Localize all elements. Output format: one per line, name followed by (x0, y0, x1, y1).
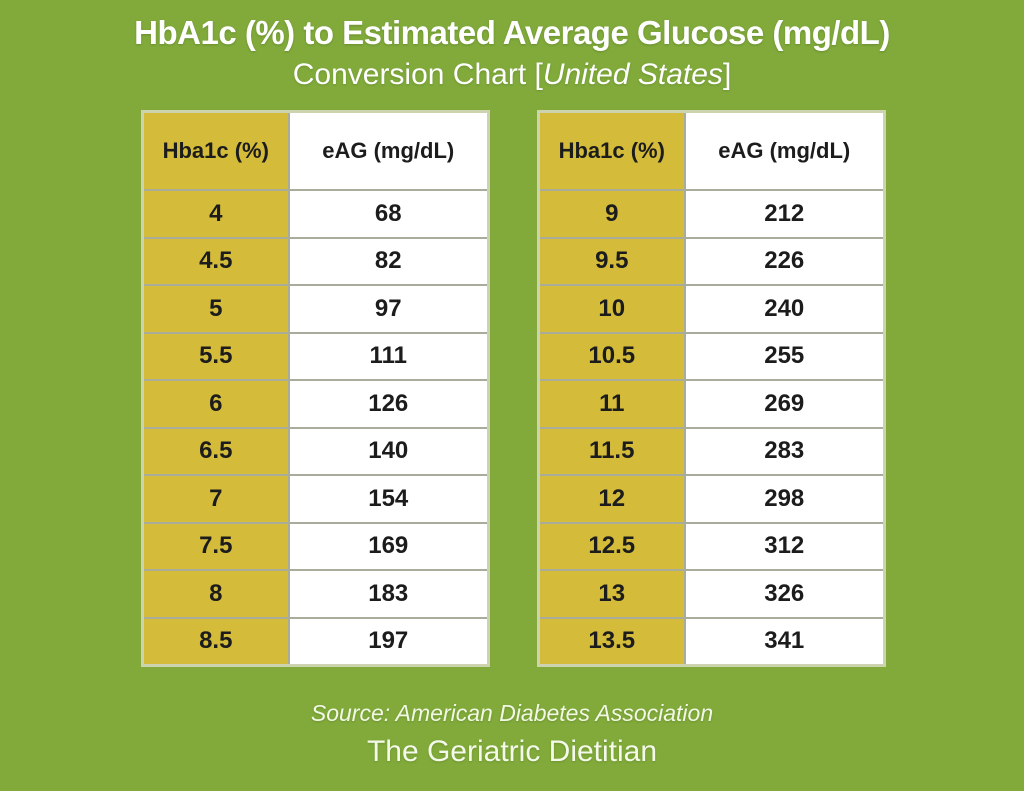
table-row: 5 97 (141, 284, 490, 334)
header-row: Hba1c (%) eAG (mg/dL) (537, 110, 886, 191)
hba1c-cell: 9 (537, 189, 686, 239)
eag-header: eAG (mg/dL) (287, 110, 490, 191)
eag-cell: 269 (683, 379, 886, 429)
hba1c-cell: 5 (141, 284, 290, 334)
hba1c-header: Hba1c (%) (537, 110, 686, 191)
eag-cell: 326 (683, 569, 886, 619)
eag-cell: 255 (683, 331, 886, 381)
hba1c-cell: 12 (537, 474, 686, 524)
hba1c-cell: 10 (537, 284, 686, 334)
hba1c-cell: 13 (537, 569, 686, 619)
eag-cell: 298 (683, 474, 886, 524)
table-row: 4 68 (141, 189, 490, 239)
page-subtitle: Conversion Chart [United States] (0, 58, 1024, 92)
hba1c-cell: 7 (141, 474, 290, 524)
eag-cell: 111 (287, 331, 490, 381)
table-row: 7 154 (141, 474, 490, 524)
eag-cell: 97 (287, 284, 490, 334)
table-row: 12 298 (537, 474, 886, 524)
hba1c-cell: 7.5 (141, 521, 290, 571)
eag-cell: 312 (683, 521, 886, 571)
table-row: 11.5 283 (537, 426, 886, 476)
table-row: 8.5 197 (141, 616, 490, 667)
eag-header: eAG (mg/dL) (683, 110, 886, 191)
eag-cell: 154 (287, 474, 490, 524)
table-row: 8 183 (141, 569, 490, 619)
eag-cell: 341 (683, 616, 886, 667)
hba1c-cell: 5.5 (141, 331, 290, 381)
eag-cell: 126 (287, 379, 490, 429)
conversion-table-left: Hba1c (%) eAG (mg/dL) 4 68 4.5 82 5 97 5.5 1… (141, 110, 490, 667)
eag-cell: 82 (287, 236, 490, 286)
eag-cell: 183 (287, 569, 490, 619)
table-row: 10.5 255 (537, 331, 886, 381)
header-row: Hba1c (%) eAG (mg/dL) (141, 110, 490, 191)
hba1c-cell: 11.5 (537, 426, 686, 476)
subtitle-country: United States (542, 58, 723, 91)
brand-name: The Geriatric Dietitian (366, 735, 658, 768)
eag-cell: 197 (287, 616, 490, 667)
eag-cell: 240 (683, 284, 886, 334)
table-row: 5.5 111 (141, 331, 490, 381)
hba1c-cell: 8 (141, 569, 290, 619)
hba1c-cell: 11 (537, 379, 686, 429)
table-row: 12.5 312 (537, 521, 886, 571)
table-row: 11 269 (537, 379, 886, 429)
hba1c-cell: 12.5 (537, 521, 686, 571)
page-title: HbA1c (%) to Estimated Average Glucose (… (134, 14, 890, 51)
eag-cell: 140 (287, 426, 490, 476)
hba1c-cell: 6.5 (141, 426, 290, 476)
hba1c-header: Hba1c (%) (141, 110, 290, 191)
hba1c-cell: 10.5 (537, 331, 686, 381)
table-row: 9.5 226 (537, 236, 886, 286)
hba1c-cell: 4 (141, 189, 290, 239)
table-row: 10 240 (537, 284, 886, 334)
table-row: 9 212 (537, 189, 886, 239)
source-note: Source: American Diabetes Association (310, 700, 714, 726)
table-row: 4.5 82 (141, 236, 490, 286)
eag-cell: 169 (287, 521, 490, 571)
hba1c-cell: 8.5 (141, 616, 290, 667)
eag-cell: 68 (287, 189, 490, 239)
table-row: 6.5 140 (141, 426, 490, 476)
conversion-table-right: Hba1c (%) eAG (mg/dL) 9 212 9.5 226 10 240 … (537, 110, 886, 667)
hba1c-cell: 6 (141, 379, 290, 429)
subtitle-prefix: Conversion Chart [ (292, 58, 543, 91)
hba1c-cell: 9.5 (537, 236, 686, 286)
table-row: 13 326 (537, 569, 886, 619)
hba1c-cell: 4.5 (141, 236, 290, 286)
eag-cell: 226 (683, 236, 886, 286)
eag-cell: 212 (683, 189, 886, 239)
hba1c-cell: 13.5 (537, 616, 686, 667)
eag-cell: 283 (683, 426, 886, 476)
table-row: 7.5 169 (141, 521, 490, 571)
subtitle-suffix: ] (722, 58, 732, 91)
table-row: 13.5 341 (537, 616, 886, 667)
table-row: 6 126 (141, 379, 490, 429)
